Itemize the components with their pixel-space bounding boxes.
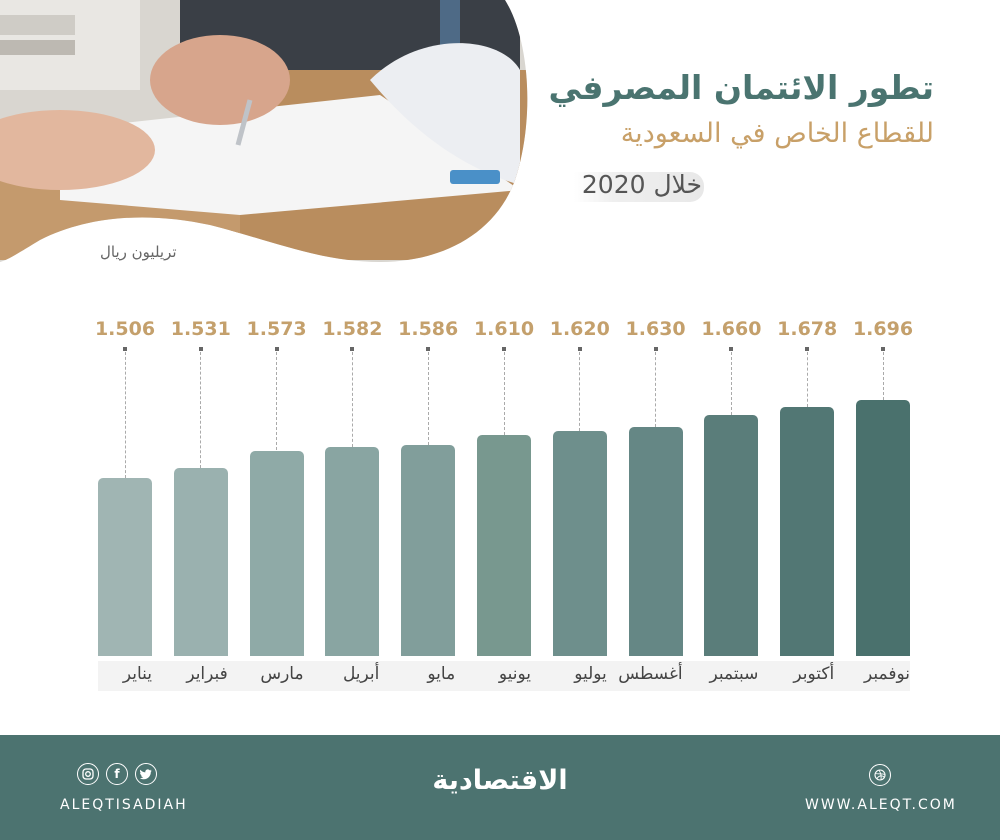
leader-dot [502,347,506,351]
x-axis-month-label: يونيو [498,664,531,684]
leader-dot [729,347,734,351]
leader-dot [198,347,203,351]
x-axis-month-label: مارس [260,664,304,684]
bar-value-label: 1.696 [852,318,914,340]
leader-line [806,352,808,408]
website-link[interactable]: WWW.ALEQT.COM [805,797,957,813]
chart-period: خلال 2020 [581,170,702,199]
leader-line [276,352,278,451]
leader-dot [881,347,885,351]
bar [249,450,304,656]
x-axis-month-label: نوفمبر [864,664,910,684]
x-axis-month-label: يناير [122,664,152,684]
bar-value-label: 1.573 [246,318,307,340]
leader-line [200,352,202,468]
leader-line [579,352,581,432]
bar-value-label: 1.660 [701,318,762,340]
social-handle[interactable]: ALEQTISADIAH [60,797,188,813]
period-highlight [574,172,704,202]
x-axis-band [98,661,910,691]
bar-group: 1.620 [550,310,610,656]
bar-value-label: 1.506 [94,318,156,340]
bar-group: 1.573 [247,310,307,656]
bar [98,478,152,656]
bar [704,414,759,656]
bar-value-label: 1.678 [777,318,838,340]
leader-dot [426,347,431,351]
leader-line [730,352,732,415]
title-block: تطور الائتمان المصرفي للقطاع الخاص في ال… [549,66,935,154]
facebook-icon[interactable]: f [106,763,128,785]
bar-group: 1.630 [626,310,686,656]
leader-dot [274,347,279,351]
header-photo [0,0,530,265]
chart-subtitle: للقطاع الخاص في السعودية [620,118,934,149]
bar [325,446,380,656]
x-axis-month-label: أكتوبر [793,664,835,684]
bar-value-label: 1.531 [170,318,231,340]
leader-dot [653,347,658,351]
leader-dot [350,347,355,351]
footer: f ALEQTISADIAH الاقتصادية WWW.ALEQT.COM [0,735,1000,840]
y-axis-unit-label: تريليون ريال [100,243,177,261]
bar-value-label: 1.610 [473,318,535,340]
leader-line [655,352,657,428]
globe-icon [869,764,891,786]
bar [628,427,683,656]
bar-chart: 1.506 1.531 1.573 1.582 1.586 1.610 1.620 1.630… [95,310,913,695]
bar [173,467,228,656]
x-axis-month-label: يوليو [574,664,607,684]
bar [780,407,835,656]
x-axis-month-label: مايو [427,664,456,684]
leader-line [503,352,505,436]
bar-group: 1.660 [701,310,761,656]
leader-dot [805,347,810,351]
bar [477,435,531,656]
bar [401,445,456,656]
chart-title: تطور الائتمان المصرفي [548,68,935,107]
bar-group: 1.610 [474,310,534,656]
bar-group: 1.678 [777,310,837,656]
bar-group: 1.531 [171,310,231,656]
bar-value-label: 1.620 [549,318,610,340]
leader-line [427,352,429,446]
x-axis-month-label: فبراير [186,664,228,684]
leader-dot [123,347,127,351]
bar-value-label: 1.586 [398,318,459,340]
bar-value-label: 1.630 [625,318,686,340]
bar [552,431,607,656]
bar-group: 1.506 [95,310,155,656]
bar-group: 1.586 [398,310,458,656]
bar [856,400,910,656]
x-axis-month-label: أغسطس [618,664,683,684]
leader-line [882,352,884,400]
leader-line [351,352,353,447]
leader-line [124,352,126,478]
leader-dot [577,347,582,351]
instagram-icon[interactable] [77,763,99,785]
x-axis-month-label: أبريل [342,664,380,684]
publisher-logo: الاقتصادية [432,765,568,796]
bar-group: 1.582 [322,310,382,656]
x-axis-month-label: سبتمبر [709,664,759,684]
twitter-icon[interactable] [135,763,157,785]
social-icons: f [77,763,157,785]
bar-group: 1.696 [853,310,913,656]
bar-value-label: 1.582 [322,318,383,340]
